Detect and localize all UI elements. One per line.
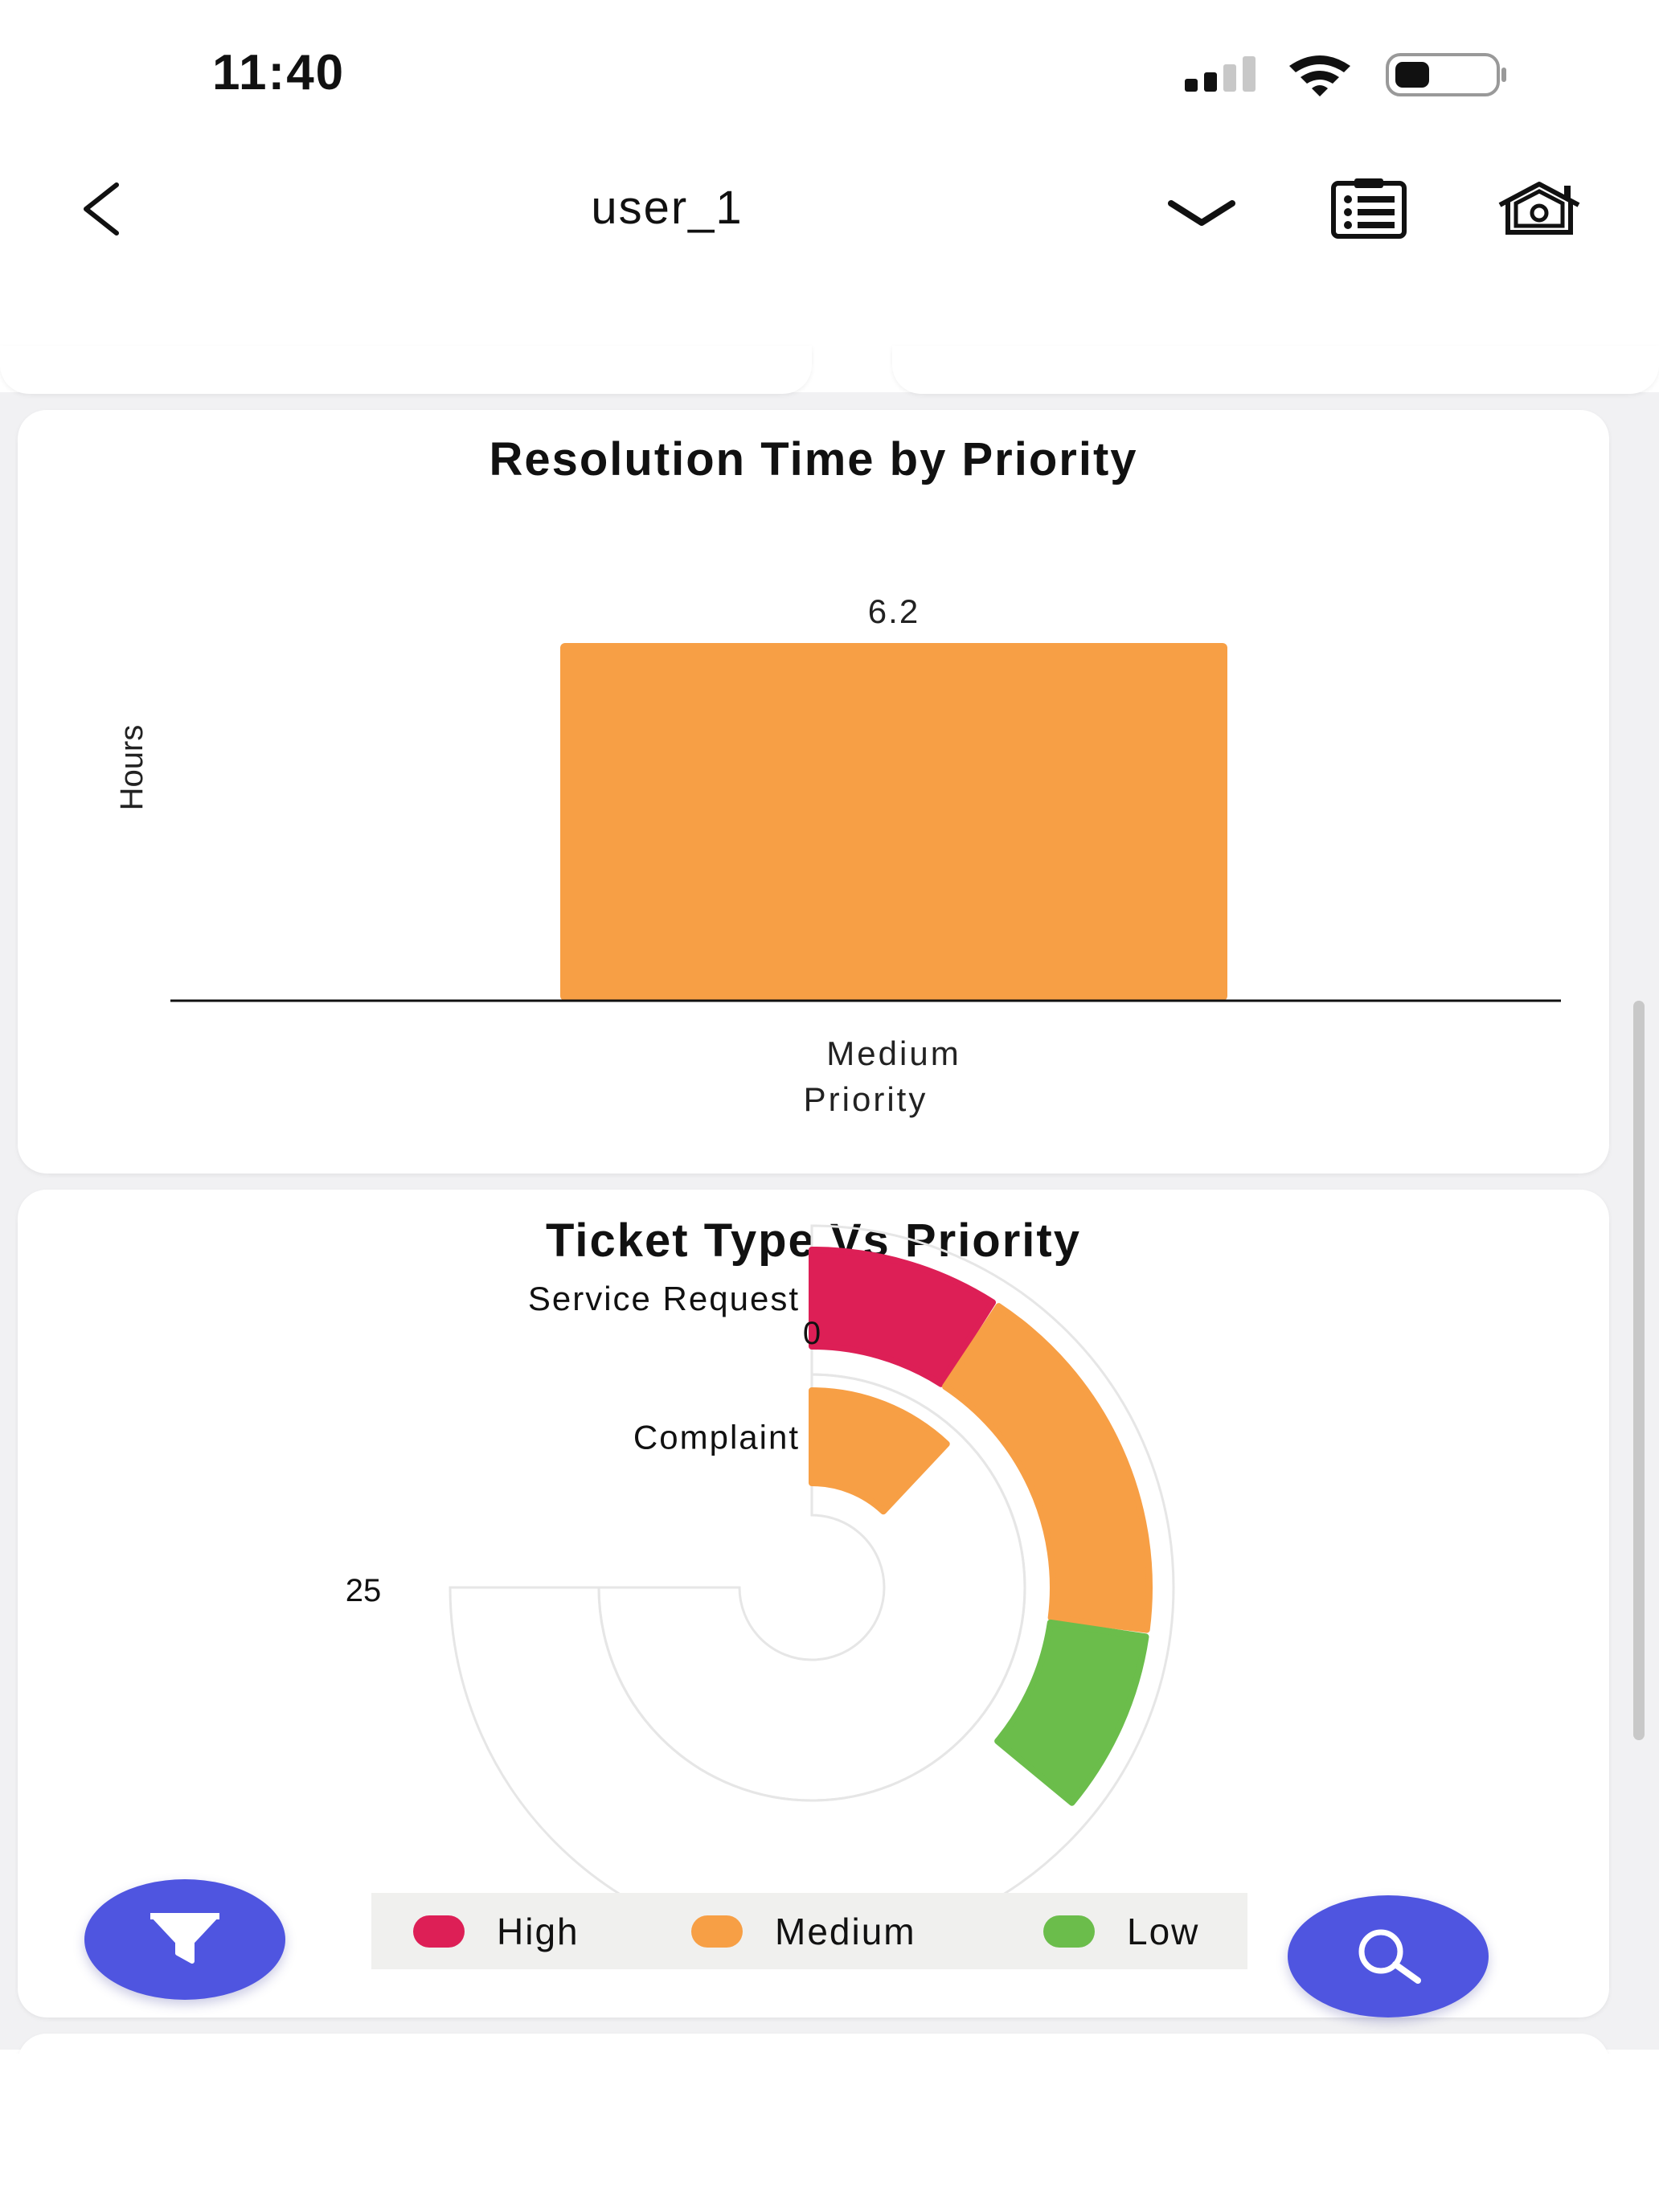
previous-card-left (0, 346, 812, 394)
legend-item-high[interactable]: High (413, 1893, 580, 1969)
status-icons (1185, 53, 1506, 96)
filter-icon (150, 1913, 219, 1964)
legend-dot-high (413, 1915, 465, 1948)
radial-tick-start: 0 (803, 1316, 821, 1351)
y-axis-label: Hours (114, 725, 150, 811)
legend-item-medium[interactable]: Medium (691, 1893, 916, 1969)
filter-button[interactable] (84, 1879, 285, 2000)
wifi-icon (1289, 55, 1350, 96)
page-title: user_1 (591, 182, 743, 234)
x-axis-label: Priority (804, 1080, 928, 1118)
legend-dot-medium (691, 1915, 743, 1948)
resolution-time-chart: 6.2 Medium Priority Hours (114, 592, 1561, 1118)
legend-label-low: Low (1127, 1910, 1200, 1952)
scrollbar[interactable] (1633, 1001, 1645, 1740)
report-list-icon[interactable] (1330, 178, 1407, 240)
radial-segment-service-request-high (809, 1247, 997, 1387)
chevron-down-icon[interactable] (1161, 173, 1242, 253)
battery-icon (1386, 53, 1506, 96)
signal-icon (1185, 56, 1256, 92)
legend-dot-low (1043, 1915, 1095, 1948)
legend-item-low[interactable]: Low (1043, 1893, 1199, 1969)
home-icon[interactable] (1495, 181, 1583, 237)
radial-track-1 (597, 1373, 1026, 1802)
bar-medium (560, 643, 1227, 1001)
search-button[interactable] (1288, 1895, 1489, 2017)
x-tick-label: Medium (826, 1034, 961, 1072)
bottom-area (0, 2054, 1659, 2212)
category-label: Complaint (633, 1419, 800, 1456)
category-label: Service Request (528, 1280, 800, 1317)
previous-card-right (892, 346, 1659, 394)
radial-segment-service-request-medium (942, 1303, 1153, 1633)
legend-label-high: High (497, 1910, 580, 1952)
radial-segment-complaint-medium (809, 1387, 950, 1515)
resolution-chart-title: Resolution Time by Priority (489, 433, 1138, 485)
status-time: 11:40 (212, 45, 346, 100)
bar-value-label: 6.2 (868, 592, 920, 630)
chart-legend: High Medium Low (371, 1893, 1247, 1969)
ticket-type-card: Ticket Type Vs Priority (18, 1190, 1609, 2017)
back-icon[interactable] (76, 177, 133, 241)
search-icon (1358, 1929, 1421, 1984)
radial-tick-end: 25 (346, 1573, 382, 1608)
radial-segment-service-request-low (994, 1619, 1149, 1806)
legend-label-medium: Medium (775, 1910, 916, 1952)
